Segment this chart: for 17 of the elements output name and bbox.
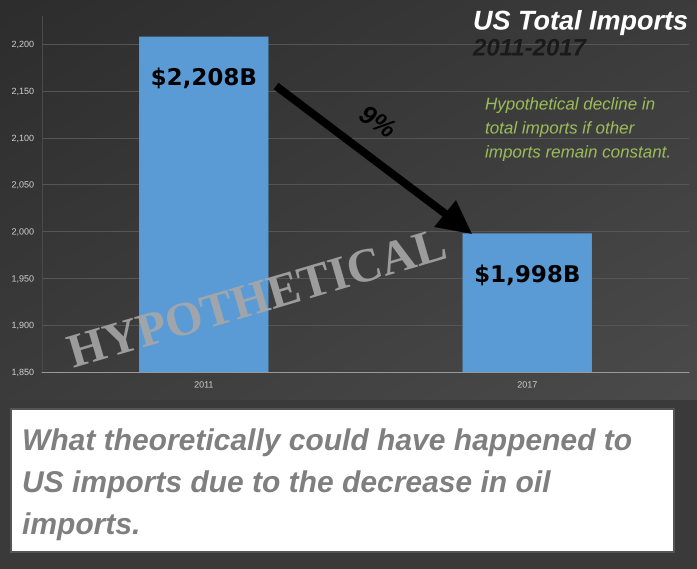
y-tick-label: 2,100	[11, 132, 34, 143]
text: 2011-2017	[472, 34, 588, 62]
y-tick-label: 2,050	[11, 180, 34, 190]
x-tick-label: 2011	[194, 380, 214, 390]
x-tick-label: 2017	[517, 380, 538, 390]
y-tick-label: 1,850	[11, 367, 34, 377]
chart-title: US Total Imports	[472, 6, 688, 36]
y-tick-label: 2,150	[11, 86, 34, 96]
annotation: Hypothetical decline in total imports if other imports remain constant.	[485, 94, 672, 162]
data-label: $2,208B	[150, 65, 257, 92]
text: What theoretically could have happened to US imports due to the decrease in oil imports.	[10, 408, 675, 553]
y-tick-label: 2,000	[11, 226, 34, 236]
y-tick-label: 1,950	[11, 273, 34, 284]
data-label: $1,998B	[474, 262, 580, 288]
y-tick-label: 1,900	[11, 320, 34, 330]
annotation: 9%	[354, 98, 402, 144]
y-tick-label: 2,200	[11, 39, 34, 50]
